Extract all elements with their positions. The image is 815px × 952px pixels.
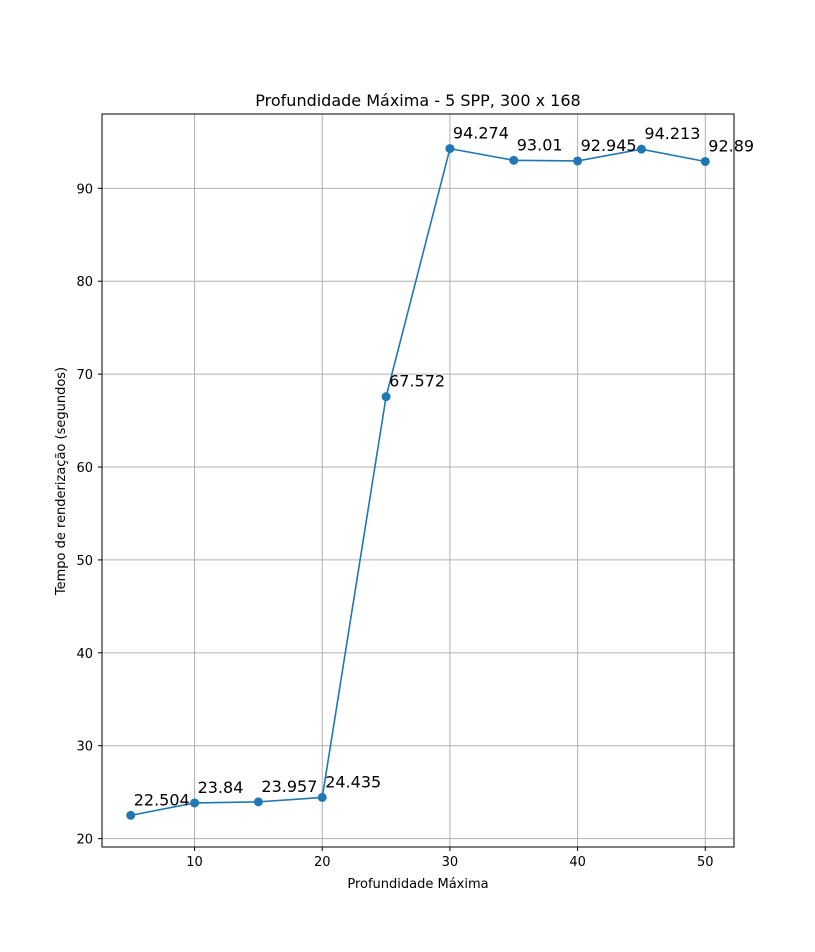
y-tick-label: 20 xyxy=(76,833,93,848)
axes: 10 20 30 40 50 20 30 40 50 60 70 80 90 xyxy=(76,113,735,870)
data-label: 24.435 xyxy=(325,772,381,791)
data-label: 93.01 xyxy=(517,135,563,154)
data-label: 92.945 xyxy=(581,136,637,155)
data-point xyxy=(573,156,583,166)
x-axis-label: Profundidade Máxima xyxy=(347,877,488,892)
y-tick-label: 30 xyxy=(76,740,93,755)
data-point xyxy=(509,155,519,165)
y-tick-label: 40 xyxy=(76,647,93,662)
chart-title: Profundidade Máxima - 5 SPP, 300 x 168 xyxy=(255,91,580,110)
data-point xyxy=(636,144,646,154)
data-point xyxy=(445,144,455,154)
data-label: 67.572 xyxy=(389,372,445,391)
series-line xyxy=(130,147,706,817)
plot-frame xyxy=(101,113,735,848)
data-point xyxy=(700,156,710,166)
y-tick-label: 90 xyxy=(76,182,93,197)
y-tick-label: 80 xyxy=(76,275,93,290)
data-label: 22.504 xyxy=(134,790,190,809)
data-point xyxy=(381,392,391,402)
data-labels: 22.504 23.84 23.957 24.435 67.572 94.274 93.01… xyxy=(134,124,754,810)
data-label: 94.213 xyxy=(644,124,700,143)
x-tick-label: 50 xyxy=(697,855,714,870)
y-axis-label: Tempo de renderização (segundos) xyxy=(54,367,69,596)
series-layer xyxy=(126,144,710,820)
x-tick-label: 20 xyxy=(314,855,331,870)
x-tick-label: 10 xyxy=(186,855,203,870)
y-tick-label: 50 xyxy=(76,554,93,569)
data-point xyxy=(317,792,327,802)
y-tick-label: 60 xyxy=(76,461,93,476)
data-label: 23.84 xyxy=(198,778,244,797)
data-label: 92.89 xyxy=(708,136,754,155)
data-label: 94.274 xyxy=(453,124,509,143)
x-tick-label: 30 xyxy=(442,855,459,870)
data-point xyxy=(190,798,200,808)
data-point xyxy=(126,810,136,820)
data-point xyxy=(253,797,263,807)
data-label: 23.957 xyxy=(261,777,317,796)
y-tick-label: 70 xyxy=(76,368,93,383)
x-tick-label: 40 xyxy=(569,855,586,870)
grid-lines xyxy=(102,114,734,847)
